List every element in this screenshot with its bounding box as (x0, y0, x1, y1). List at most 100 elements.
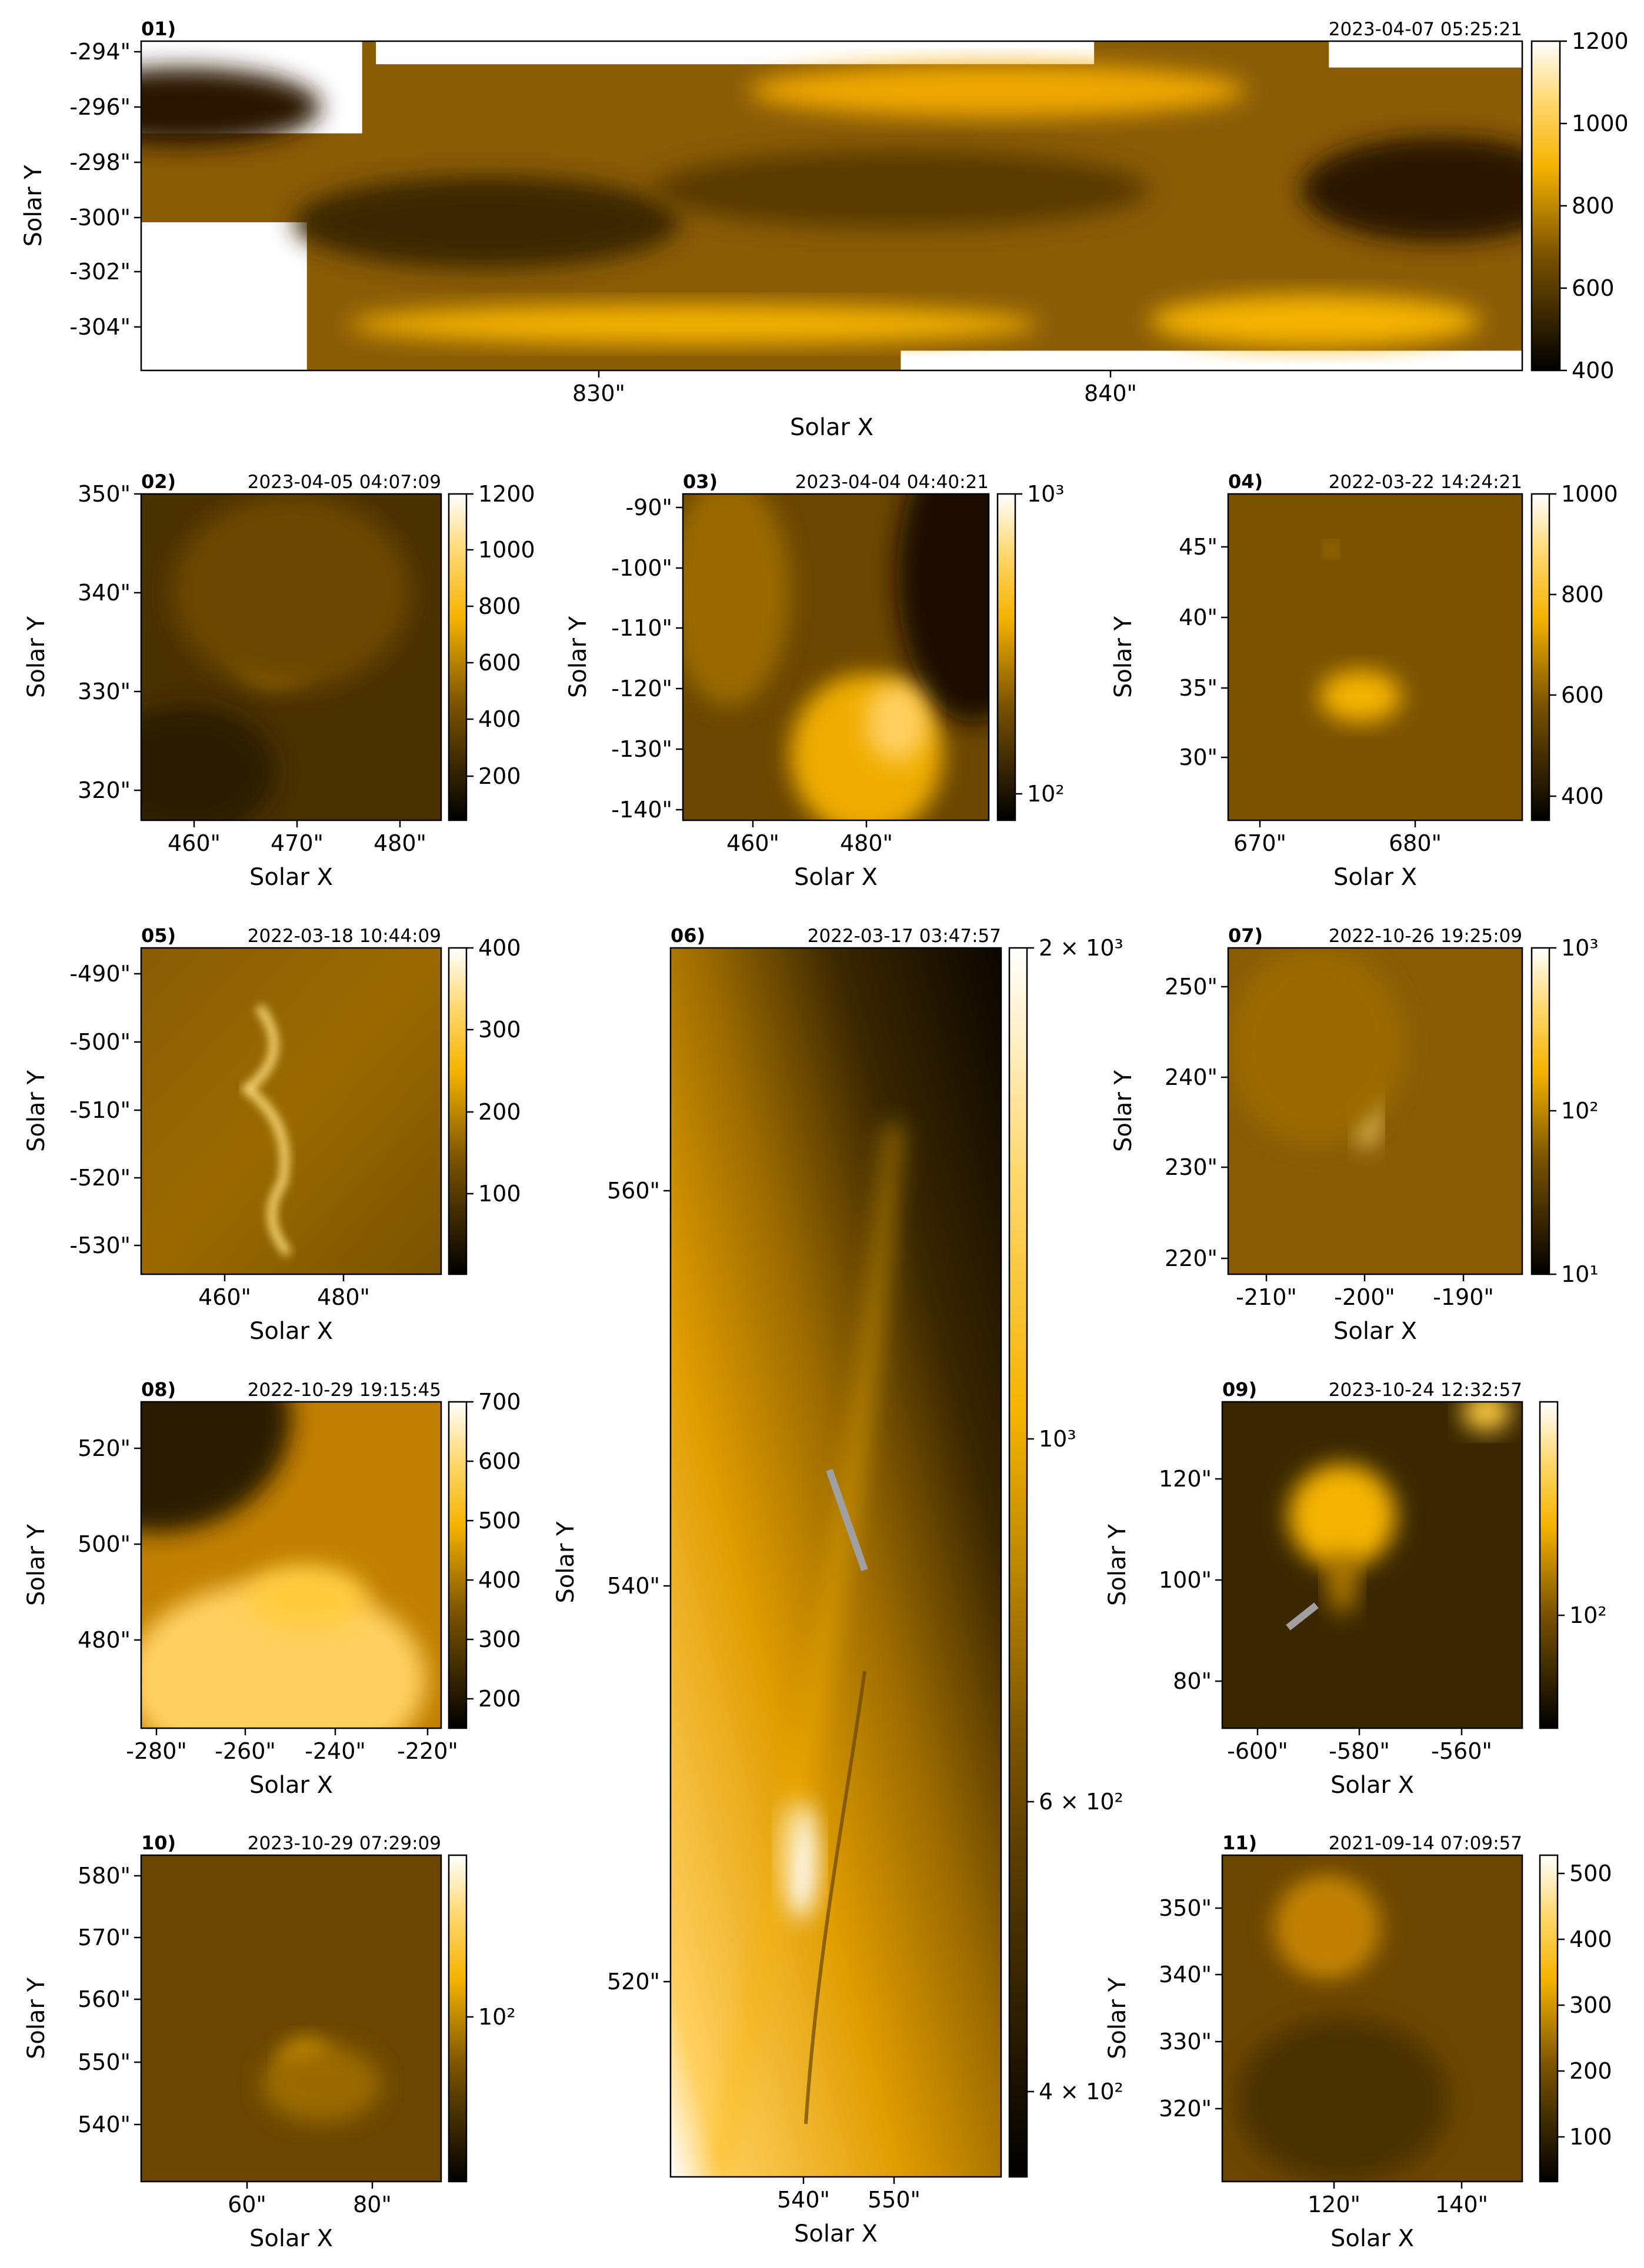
x-tick-label: 60" (228, 2192, 266, 2217)
x-tick-label: 480" (317, 1284, 370, 1310)
y-tick-label: -294" (69, 39, 131, 65)
colorbar-tick-label: 600 (1572, 275, 1615, 301)
panel-id-label: 08) (141, 1378, 176, 1401)
y-tick-label: -140" (611, 797, 672, 823)
x-tick-label: 480" (374, 830, 426, 856)
image-frame (140, 947, 442, 1275)
colorbar (996, 493, 1016, 821)
colorbar-tick-label: 10² (478, 2004, 516, 2030)
x-tick-label: -560" (1431, 1738, 1492, 1764)
y-tick-label: -298" (69, 149, 131, 175)
colorbar-tick-label: 300 (478, 1017, 521, 1043)
x-tick-label: 840" (1084, 380, 1137, 406)
y-tick-label: 250" (1165, 974, 1218, 1000)
x-tick-label: 670" (1233, 830, 1286, 856)
y-axis-label: Solar Y (23, 1977, 50, 2059)
colorbar-tick-label: 10³ (1039, 1426, 1076, 1452)
colorbar-tick-label: 200 (478, 1686, 521, 1712)
panel-04: 04) 2022-03-22 14:24:21 670" 680" 45" 40" 35" 3… (1110, 470, 1618, 891)
y-tick-label: 35" (1179, 675, 1218, 701)
panel-01: 01) 2023-04-07 05:25:21 830" 840" -294" -296"… (20, 18, 1629, 441)
panel-id-label: 04) (1228, 470, 1263, 493)
panel-timestamp: 2022-10-26 19:25:09 (1329, 926, 1522, 947)
x-tick-label: -200" (1334, 1284, 1395, 1310)
colorbar-tick-label: 10¹ (1561, 1261, 1599, 1287)
colorbar-tick-label: 400 (1569, 1926, 1612, 1952)
y-tick-label: -510" (69, 1097, 131, 1123)
colorbar-tick-label: 4 × 10² (1039, 2079, 1123, 2105)
y-tick-label: 500" (78, 1531, 131, 1557)
x-axis-label: Solar X (249, 1318, 333, 1345)
y-tick-label: 240" (1165, 1064, 1218, 1090)
colorbar-tick-label: 1000 (1572, 111, 1629, 136)
colorbar-tick-label: 800 (478, 593, 521, 619)
y-tick-label: 80" (1173, 1668, 1212, 1694)
panel-timestamp: 2022-10-29 19:15:45 (248, 1379, 441, 1401)
y-tick-label: -304" (69, 314, 131, 340)
solar-image (683, 494, 989, 820)
panel-timestamp: 2023-10-24 12:32:57 (1329, 1379, 1522, 1401)
colorbar-tick-label: 400 (1572, 358, 1615, 383)
y-tick-label: 220" (1165, 1245, 1218, 1271)
y-axis-label: Solar Y (23, 616, 50, 698)
y-tick-label: 560" (78, 1986, 131, 2012)
colorbar-tick-label: 2 × 10³ (1039, 935, 1123, 961)
y-axis-label: Solar Y (23, 1070, 50, 1152)
panel-id-label: 11) (1222, 1832, 1257, 1854)
panel-05: 05) 2022-03-18 10:44:09 460" 480" -490" -500"… (23, 924, 521, 1345)
colorbar (448, 1854, 468, 2183)
y-tick-label: 520" (78, 1435, 131, 1461)
x-tick-label: 550" (868, 2187, 921, 2213)
colorbar (1530, 40, 1561, 372)
colorbar (1530, 493, 1550, 821)
solar-image (1228, 948, 1522, 1274)
y-tick-label: 540" (607, 1573, 660, 1599)
solar-image (141, 41, 1522, 370)
y-tick-label: 100" (1159, 1567, 1212, 1593)
colorbar-tick-label: 600 (1561, 682, 1604, 708)
x-tick-label: -190" (1433, 1284, 1494, 1310)
panel-timestamp: 2023-04-04 04:40:21 (795, 472, 989, 493)
y-tick-label: -530" (69, 1232, 131, 1258)
x-tick-label: 460" (168, 830, 221, 856)
x-tick-label: -600" (1227, 1738, 1288, 1764)
panel-02: 02) 2023-04-05 04:07:09 460" 470" 480" 350" 34… (23, 470, 535, 891)
y-tick-label: -120" (611, 676, 672, 702)
y-axis-label: Solar Y (23, 1524, 50, 1606)
panel-10: 10) 2023-10-29 07:29:09 60" 80" 580" 570" 560"… (23, 1832, 516, 2252)
arrow-annotation (1286, 1602, 1319, 1631)
x-tick-label: 470" (271, 830, 324, 856)
x-axis-label: Solar X (249, 864, 333, 891)
panel-timestamp: 2023-10-29 07:29:09 (248, 1833, 441, 1854)
y-tick-label: -130" (611, 736, 672, 762)
colorbar-tick-label: 300 (478, 1626, 521, 1652)
x-tick-label: 680" (1389, 830, 1442, 856)
x-tick-label: 480" (840, 830, 893, 856)
y-tick-label: 560" (607, 1178, 660, 1204)
y-tick-label: 350" (78, 481, 131, 507)
panel-id-label: 06) (671, 924, 705, 947)
solar-image (141, 948, 441, 1274)
image-frame (1221, 1401, 1523, 1729)
colorbar-tick-label: 600 (478, 650, 521, 676)
panel-06: 06) 2022-03-17 03:47:57 540" 550" 560" 540" 52… (552, 924, 1123, 2247)
colorbar (1530, 947, 1550, 1275)
solar-image (1222, 1402, 1522, 1728)
panel-id-label: 05) (141, 924, 176, 947)
y-tick-label: 40" (1179, 604, 1218, 630)
colorbar (448, 1401, 468, 1729)
colorbar-tick-label: 10³ (1561, 935, 1599, 961)
y-axis-label: Solar Y (1110, 616, 1137, 698)
colorbar-tick-label: 200 (1569, 2058, 1612, 2084)
solar-image (671, 948, 1001, 2177)
colorbar-tick-label: 200 (478, 1099, 521, 1125)
y-tick-label: -110" (611, 615, 672, 641)
y-tick-label: 520" (607, 1969, 660, 1995)
panel-03: 03) 2023-04-04 04:40:21 460" 480" -90" -100" -… (565, 470, 1065, 891)
y-tick-label: 580" (78, 1863, 131, 1889)
y-tick-label: -520" (69, 1165, 131, 1191)
solar-image (1222, 1855, 1522, 2182)
x-tick-label: -280" (126, 1738, 187, 1764)
y-tick-label: 30" (1179, 744, 1218, 770)
x-axis-label: Solar X (1330, 1772, 1414, 1799)
